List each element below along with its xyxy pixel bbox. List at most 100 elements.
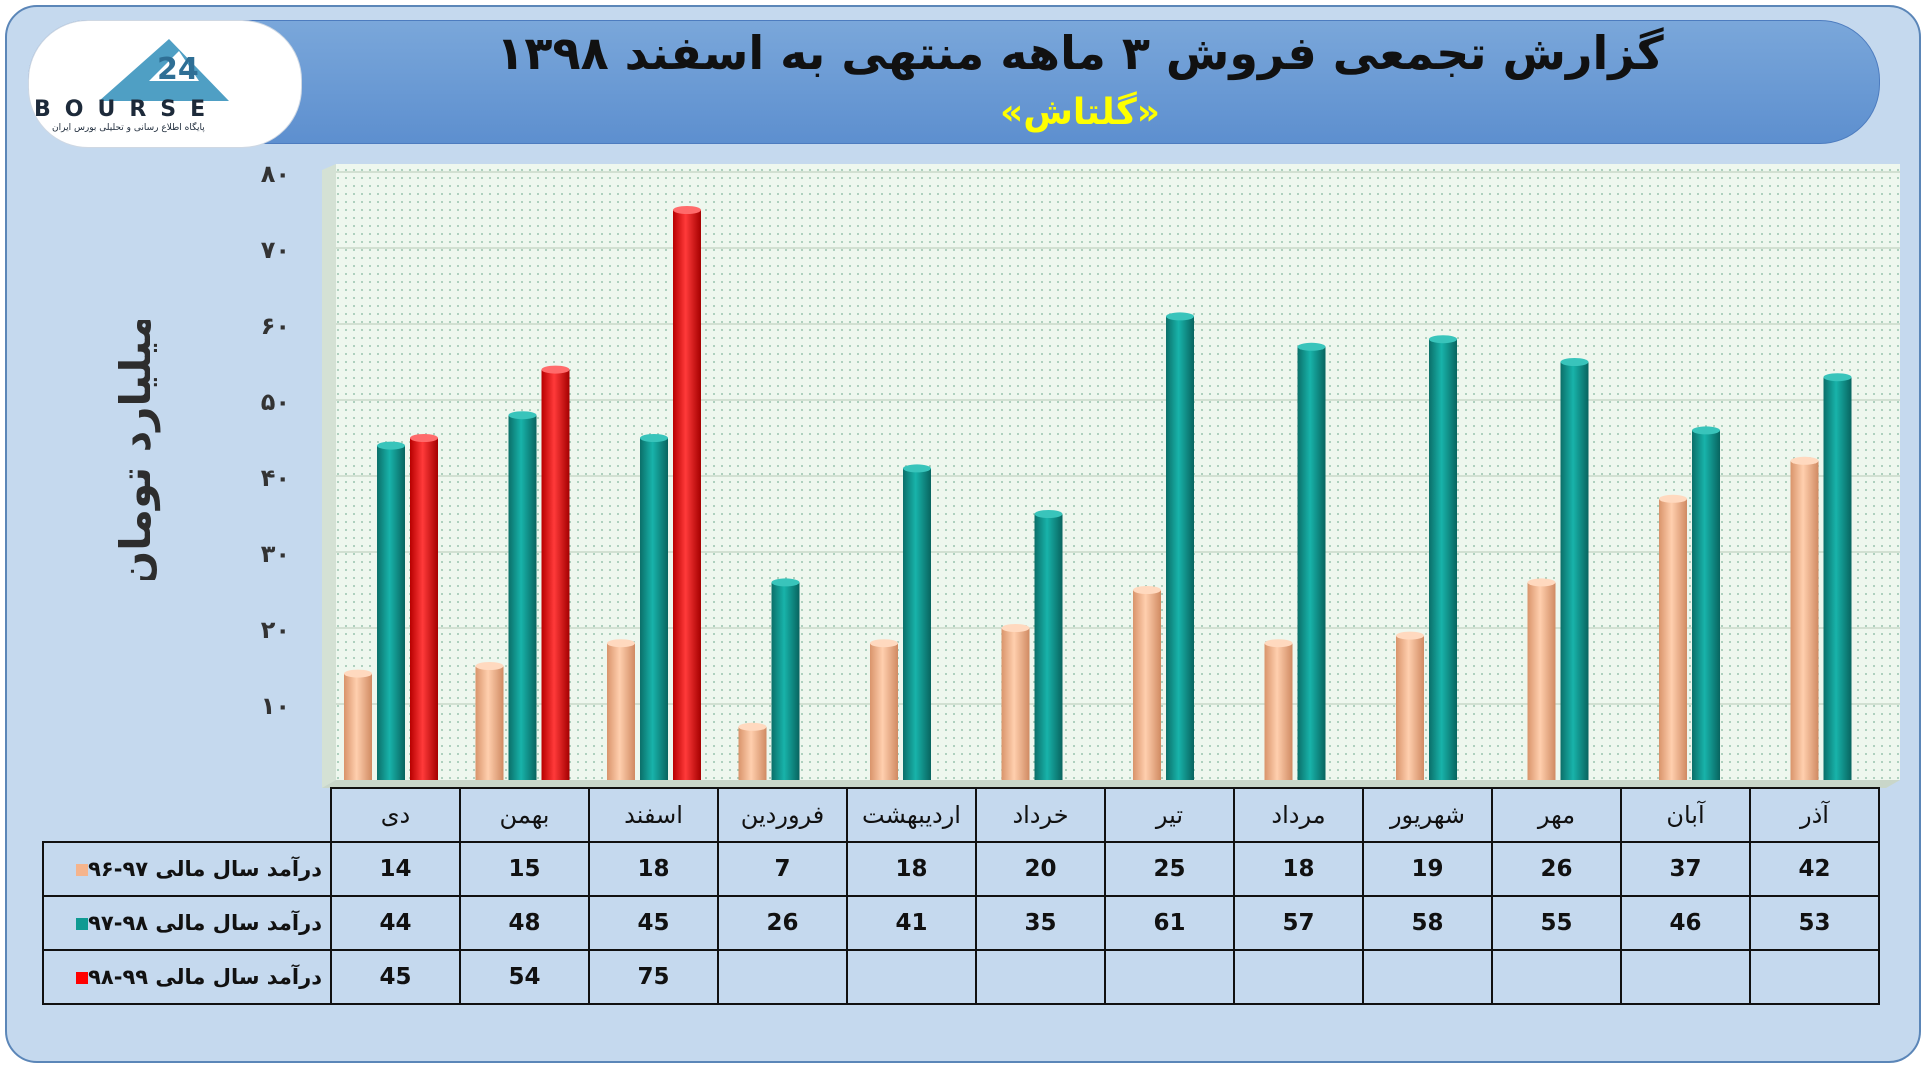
bar-cap xyxy=(607,639,635,648)
y-axis-label: میلیارد تومان xyxy=(111,320,161,580)
bars xyxy=(344,206,1852,780)
data-label: 18 xyxy=(588,841,719,897)
plot-floor xyxy=(322,780,1900,788)
bar-cap xyxy=(1264,639,1293,648)
bar-cap xyxy=(377,441,405,450)
month-label: مهر xyxy=(1491,787,1622,843)
data-label: 45 xyxy=(588,895,719,951)
data-label: 20 xyxy=(975,841,1106,897)
data-label: 37 xyxy=(1620,841,1751,897)
bar xyxy=(410,434,438,780)
data-label: 53 xyxy=(1749,895,1880,951)
legend-entry: درآمد سال مالی ۹۸-۹۷ xyxy=(42,895,332,951)
legend-label: درآمد سال مالی ۹۹-۹۸ xyxy=(88,965,322,989)
logo-text: BOURSE xyxy=(34,97,220,122)
data-label: 48 xyxy=(459,895,590,951)
bar-cap xyxy=(1527,578,1556,587)
bar xyxy=(1790,456,1819,780)
table-header-row: دی بهمن اسفند فروردین اردیبهشت خرداد تیر مرداد ش… xyxy=(43,787,1880,843)
bar-cap xyxy=(1034,510,1063,518)
data-label: 41 xyxy=(846,895,977,951)
bar-body xyxy=(344,673,372,780)
bar xyxy=(771,578,800,780)
data-label: 26 xyxy=(1491,841,1622,897)
data-label: 57 xyxy=(1233,895,1364,951)
bar xyxy=(607,639,635,780)
bar-cap xyxy=(541,365,570,374)
y-tick-label: ۲۰ xyxy=(261,616,290,644)
y-axis-ticks: ۱۰ ۲۰ ۳۰ ۴۰ ۵۰ ۶۰ ۷۰ ۸۰ xyxy=(261,160,290,720)
data-label: 58 xyxy=(1362,895,1493,951)
bar-body xyxy=(870,643,898,780)
logo-mark-icon: 24 xyxy=(99,39,229,101)
bar-cap xyxy=(673,206,701,214)
bar xyxy=(1264,639,1293,780)
bar-body xyxy=(475,666,504,780)
bar-body xyxy=(1264,643,1293,780)
bar-body xyxy=(1790,460,1819,780)
bar xyxy=(640,434,668,780)
bar-body xyxy=(673,210,701,780)
plot-dots xyxy=(336,164,1900,780)
bar-cap xyxy=(1133,586,1161,594)
month-label: آبان xyxy=(1620,787,1751,843)
data-label: 14 xyxy=(330,841,461,897)
y-axis-label-text: میلیارد تومان xyxy=(111,320,161,580)
bar-cap xyxy=(640,434,668,442)
plot-side-wall xyxy=(322,164,336,788)
bar-cap xyxy=(1166,312,1194,321)
data-label xyxy=(1491,949,1622,1005)
table-row: درآمد سال مالی ۹۷-۹۶ 14 15 18 7 18 20 25 18 19 26 3… xyxy=(42,841,1880,897)
bar-body xyxy=(1133,590,1161,780)
bar-cap xyxy=(344,669,372,678)
bar xyxy=(475,662,504,780)
data-label xyxy=(1233,949,1364,1005)
bar-cap xyxy=(1823,373,1852,382)
bar-cap xyxy=(1001,624,1030,632)
bar-body xyxy=(771,582,800,780)
data-label: 19 xyxy=(1362,841,1493,897)
table-corner xyxy=(43,788,331,842)
data-label: 61 xyxy=(1104,895,1235,951)
bar-cap xyxy=(903,464,931,473)
svg-text:24: 24 xyxy=(157,52,199,87)
bar xyxy=(1823,373,1852,780)
month-label: مرداد xyxy=(1233,787,1364,843)
bar xyxy=(344,669,372,780)
bar-body xyxy=(377,445,405,780)
bar xyxy=(1527,578,1556,780)
data-label xyxy=(1104,949,1235,1005)
y-tick-label: ۷۰ xyxy=(261,236,290,264)
data-label: 7 xyxy=(717,841,848,897)
y-tick-label: ۸۰ xyxy=(261,160,290,188)
bar xyxy=(1133,586,1161,780)
bar xyxy=(1429,335,1457,780)
bar xyxy=(1659,494,1687,780)
bar-cap xyxy=(1560,358,1589,366)
legend-entry: درآمد سال مالی ۹۹-۹۸ xyxy=(42,949,332,1005)
bar-body xyxy=(1297,346,1326,780)
bar-body xyxy=(1692,430,1720,780)
bar xyxy=(1166,312,1194,780)
bar xyxy=(1692,426,1720,780)
bar-body xyxy=(1166,316,1194,780)
data-label xyxy=(1362,949,1493,1005)
bar xyxy=(1396,631,1424,780)
bar-cap xyxy=(771,578,800,587)
bar xyxy=(870,639,898,780)
bar-cap xyxy=(738,722,767,731)
data-label: 46 xyxy=(1620,895,1751,951)
month-label: فروردین xyxy=(717,787,848,843)
bar-cap xyxy=(1396,631,1424,640)
month-label: خرداد xyxy=(975,787,1106,843)
data-label: 44 xyxy=(330,895,461,951)
data-label: 18 xyxy=(1233,841,1364,897)
bar-body xyxy=(1659,498,1687,780)
data-label xyxy=(1620,949,1751,1005)
bourse-logo: 24 xyxy=(28,20,302,148)
bar-cap xyxy=(1790,456,1819,465)
legend-swatch-icon xyxy=(76,918,89,930)
legend-entry: درآمد سال مالی ۹۷-۹۶ xyxy=(42,841,332,897)
bar-body xyxy=(1527,582,1556,780)
bar-body xyxy=(1034,514,1063,780)
